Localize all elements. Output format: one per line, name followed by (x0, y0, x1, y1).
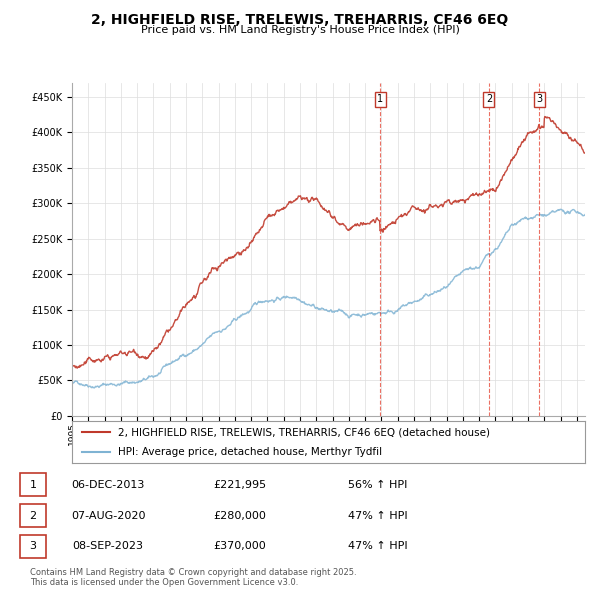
Text: 56% ↑ HPI: 56% ↑ HPI (348, 480, 407, 490)
Text: £370,000: £370,000 (214, 542, 266, 552)
Text: 06-DEC-2013: 06-DEC-2013 (71, 480, 145, 490)
Text: 47% ↑ HPI: 47% ↑ HPI (348, 542, 407, 552)
Text: 2: 2 (29, 510, 37, 520)
FancyBboxPatch shape (20, 535, 46, 558)
Text: 3: 3 (29, 542, 37, 552)
Text: HPI: Average price, detached house, Merthyr Tydfil: HPI: Average price, detached house, Mert… (118, 447, 382, 457)
Text: 07-AUG-2020: 07-AUG-2020 (71, 510, 145, 520)
Text: 08-SEP-2023: 08-SEP-2023 (73, 542, 143, 552)
Text: 47% ↑ HPI: 47% ↑ HPI (348, 510, 407, 520)
Text: 3: 3 (536, 94, 542, 104)
Text: £280,000: £280,000 (214, 510, 266, 520)
FancyBboxPatch shape (20, 473, 46, 496)
Text: 2, HIGHFIELD RISE, TRELEWIS, TREHARRIS, CF46 6EQ (detached house): 2, HIGHFIELD RISE, TRELEWIS, TREHARRIS, … (118, 427, 490, 437)
Text: 2: 2 (486, 94, 492, 104)
Text: 1: 1 (29, 480, 37, 490)
Text: 1: 1 (377, 94, 383, 104)
Text: Price paid vs. HM Land Registry's House Price Index (HPI): Price paid vs. HM Land Registry's House … (140, 25, 460, 35)
FancyBboxPatch shape (20, 504, 46, 527)
Text: Contains HM Land Registry data © Crown copyright and database right 2025.
This d: Contains HM Land Registry data © Crown c… (30, 568, 356, 587)
Text: £221,995: £221,995 (214, 480, 266, 490)
Text: 2, HIGHFIELD RISE, TRELEWIS, TREHARRIS, CF46 6EQ: 2, HIGHFIELD RISE, TRELEWIS, TREHARRIS, … (91, 13, 509, 27)
